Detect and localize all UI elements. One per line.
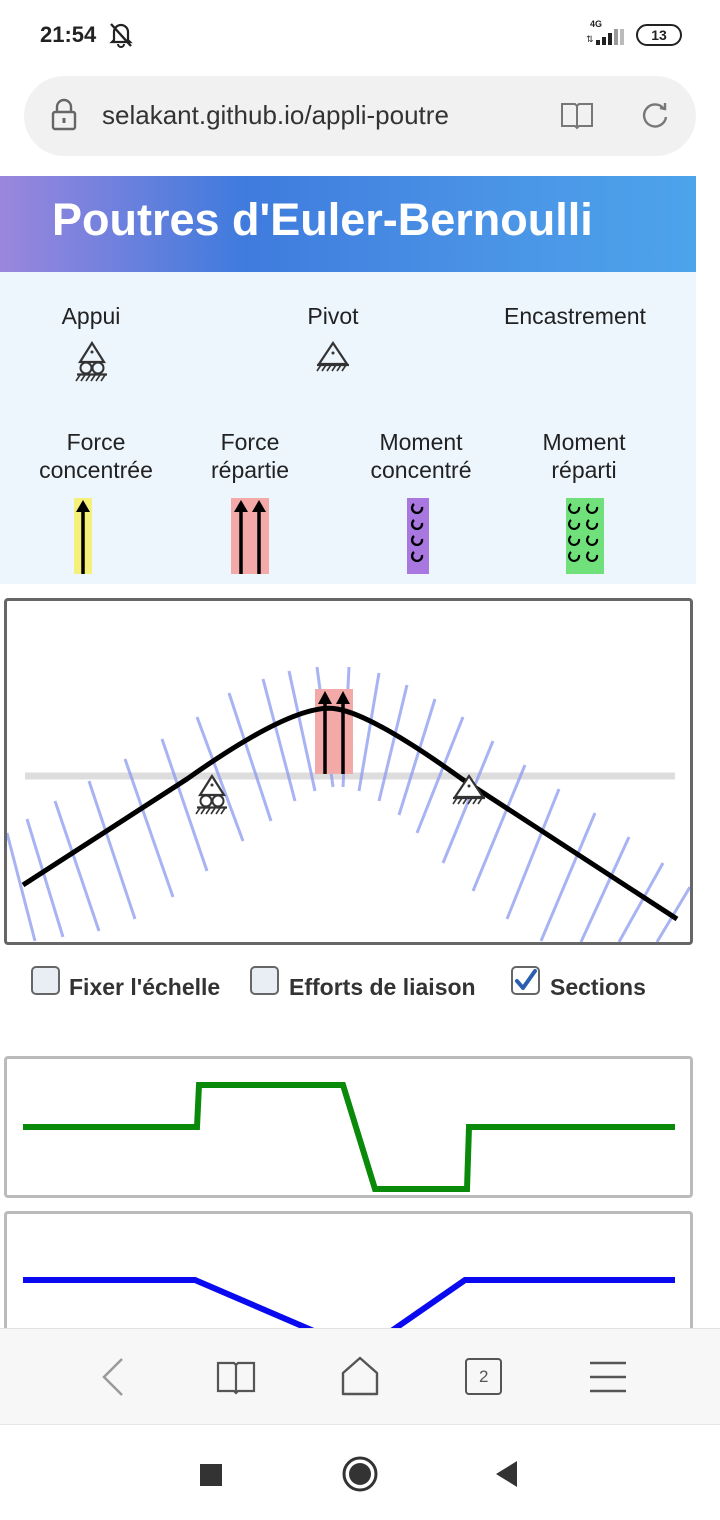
url-text[interactable]: selakant.github.io/appli-poutre — [102, 100, 449, 130]
back-icon[interactable] — [98, 1357, 128, 1397]
browser-toolbar: 2 — [0, 1328, 720, 1424]
reader-mode-icon[interactable] — [560, 100, 594, 130]
palette-label: réparti — [551, 457, 617, 483]
page-title: Poutres d'Euler-Bernoulli — [52, 194, 593, 245]
fixer-echelle-checkbox[interactable] — [31, 966, 60, 995]
efforts-liaison-label[interactable]: Efforts de liaison — [289, 974, 476, 1000]
home-circle-icon[interactable] — [341, 1455, 379, 1493]
lock-icon — [51, 98, 77, 131]
palette-label: Pivot — [307, 303, 359, 329]
muted-bell-icon — [109, 23, 133, 48]
battery-level: 13 — [651, 27, 667, 43]
efforts-liaison-checkbox[interactable] — [250, 966, 279, 995]
distributed-moment-icon[interactable] — [566, 498, 604, 574]
svg-text:⇅: ⇅ — [586, 34, 594, 44]
app-header: Poutres d'Euler-Bernoulli — [0, 176, 696, 272]
palette-label: Moment — [542, 429, 626, 455]
bending-moment-curve — [23, 1277, 339, 1341]
sections-label[interactable]: Sections — [550, 974, 646, 1000]
beam-canvas[interactable] — [4, 598, 693, 945]
palette-label: Force — [66, 429, 126, 455]
point-moment-icon[interactable] — [407, 498, 429, 574]
palette-label: concentré — [370, 457, 472, 483]
shear-force-diagram — [4, 1056, 693, 1198]
bookmarks-icon[interactable] — [216, 1359, 256, 1395]
url-bar[interactable]: selakant.github.io/appli-poutre — [24, 76, 696, 156]
palette-label: Force — [220, 429, 280, 455]
palette-label: Appui — [61, 303, 121, 329]
beam-drawing[interactable] — [7, 601, 690, 942]
checkmark-icon — [515, 969, 537, 990]
element-palette: Appui Pivot Encastrement F — [0, 272, 696, 584]
sections-checkbox[interactable] — [511, 966, 540, 995]
roller-support-on-beam[interactable] — [195, 773, 227, 815]
palette-label: Encastrement — [504, 303, 646, 329]
distributed-force-load[interactable] — [315, 689, 353, 774]
bending-moment-diagram — [4, 1211, 693, 1341]
shear-force-plot — [23, 1082, 675, 1192]
battery-indicator: 13 — [636, 24, 682, 46]
distributed-force-icon[interactable] — [231, 498, 269, 574]
system-navigation-bar — [0, 1424, 720, 1520]
palette-label: concentrée — [39, 457, 153, 483]
fixer-echelle-label[interactable]: Fixer l'échelle — [69, 974, 221, 1000]
reload-icon[interactable] — [640, 100, 670, 130]
system-back-icon[interactable] — [494, 1460, 518, 1488]
home-icon[interactable] — [340, 1355, 380, 1397]
signal-icon: ⇅ — [586, 29, 624, 45]
bending-moment-curve — [375, 1277, 675, 1341]
palette-label: Moment — [379, 429, 463, 455]
pin-support-on-beam[interactable] — [452, 774, 486, 805]
menu-icon[interactable] — [588, 1359, 628, 1395]
shear-force-curve — [23, 1082, 675, 1192]
palette-label: répartie — [211, 457, 289, 483]
status-time: 21:54 — [40, 22, 97, 47]
deformed-beam — [21, 705, 679, 922]
tab-count: 2 — [479, 1367, 489, 1386]
network-type: 4G — [590, 19, 603, 29]
recents-icon[interactable] — [199, 1463, 223, 1487]
status-bar: 21:54 4G ⇅ 13 — [0, 0, 720, 70]
roller-support-icon[interactable] — [72, 340, 112, 388]
tabs-button[interactable]: 2 — [465, 1358, 502, 1395]
bending-moment-plot — [23, 1277, 675, 1341]
pin-support-icon[interactable] — [313, 340, 353, 376]
point-force-icon[interactable] — [72, 498, 94, 574]
